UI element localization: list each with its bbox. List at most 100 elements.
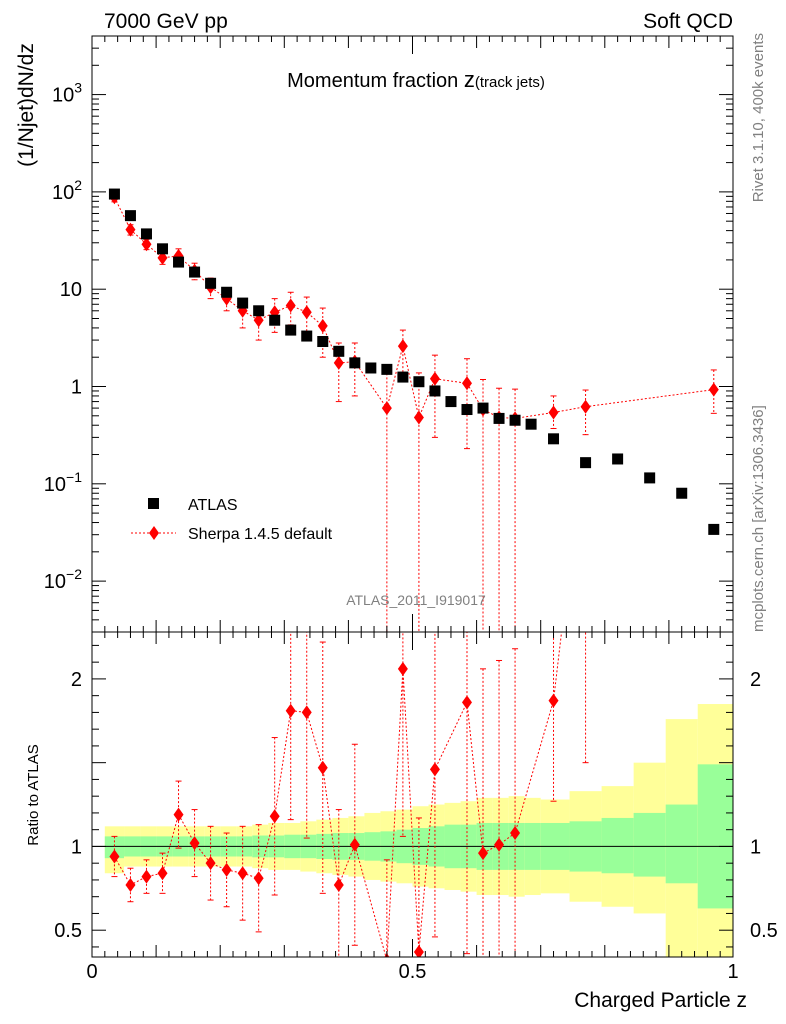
- atlas-point: [349, 357, 361, 369]
- ratio-point: [269, 809, 280, 824]
- ratio-y-tick-label-right: 2: [750, 669, 761, 691]
- atlas-point: [317, 336, 329, 348]
- atlas-point: [445, 396, 457, 408]
- analysis-tag: ATLAS_2011_I919017: [346, 592, 486, 608]
- atlas-point: [477, 402, 489, 414]
- uncertainty-band-green: [104, 836, 125, 859]
- atlas-point: [580, 457, 592, 469]
- ratio-point: [461, 695, 472, 710]
- ratio-point: [125, 877, 136, 892]
- ratio-y-tick-label: 2: [71, 669, 82, 691]
- ratio-point: [285, 703, 296, 718]
- y-tick-label: 10−2: [44, 566, 82, 593]
- atlas-point: [301, 330, 313, 342]
- atlas-point: [708, 523, 720, 535]
- process-label: Soft QCD: [643, 10, 733, 33]
- atlas-point: [205, 277, 217, 289]
- atlas-point: [644, 472, 656, 484]
- ratio-point: [205, 856, 216, 871]
- legend-sherpa-marker: [149, 526, 159, 540]
- ratio-point: [301, 705, 312, 720]
- sherpa-point: [173, 248, 184, 263]
- ratio-point: [397, 661, 408, 676]
- atlas-point: [612, 453, 624, 465]
- ratio-point: [494, 837, 505, 852]
- uncertainty-band-green: [665, 804, 698, 884]
- sherpa-point: [429, 371, 440, 386]
- sherpa-point: [301, 305, 312, 320]
- sherpa-point: [157, 250, 168, 265]
- atlas-point: [237, 297, 249, 309]
- sherpa-point: [413, 410, 424, 425]
- legend: ATLAS Sherpa 1.4.5 default: [131, 497, 333, 543]
- sherpa-point: [125, 222, 136, 237]
- ratio-y-tick-label: 1: [71, 836, 82, 858]
- sherpa-point: [708, 382, 719, 397]
- atlas-point: [429, 385, 441, 397]
- atlas-point: [333, 345, 345, 357]
- sherpa-point: [381, 401, 392, 416]
- sherpa-point: [333, 355, 344, 370]
- atlas-point: [124, 210, 136, 222]
- ratio-point: [173, 807, 184, 822]
- atlas-point: [365, 362, 377, 374]
- ratio-y-tick-label-right: 1: [750, 836, 761, 858]
- ratio-point: [429, 762, 440, 777]
- rivet-version-label: Rivet 3.1.10, 400k events: [750, 33, 767, 202]
- atlas-point: [189, 266, 201, 278]
- main-y-axis-label: (1/Njet)dN/dz: [15, 43, 38, 167]
- y-tick-label: 102: [52, 177, 82, 204]
- atlas-point: [157, 243, 169, 255]
- sherpa-point: [253, 313, 264, 328]
- x-axis-label: Charged Particle z: [574, 989, 747, 1012]
- sherpa-point: [141, 237, 152, 252]
- main-title: Momentum fraction z(track jets): [287, 67, 545, 92]
- atlas-point: [108, 188, 120, 200]
- ratio-y-tick-label-right: 0.5: [750, 920, 778, 942]
- ratio-point: [253, 871, 264, 886]
- ratio-panel: 2 21 10.5 0.50 0.5 1 Ratio to ATLAS Charged P…: [25, 631, 778, 1012]
- atlas-point: [548, 433, 560, 445]
- legend-atlas-label: ATLAS: [188, 497, 238, 514]
- x-tick-label: 1: [727, 961, 738, 983]
- sherpa-point: [580, 399, 591, 414]
- ratio-point: [317, 760, 328, 775]
- atlas-point: [509, 414, 521, 426]
- sherpa-point: [285, 298, 296, 313]
- y-tick-label: 10: [60, 279, 82, 301]
- uncertainty-band-green: [633, 812, 666, 877]
- atlas-point: [285, 324, 297, 336]
- ratio-y-axis-label: Ratio to ATLAS: [25, 744, 42, 845]
- beam-label: 7000 GeV pp: [104, 10, 228, 33]
- x-tick-label: 0.5: [399, 961, 427, 983]
- legend-atlas-marker: [148, 498, 159, 509]
- mcplots-label: mcplots.cern.ch [arXiv:1306.3436]: [750, 405, 767, 632]
- atlas-point: [676, 487, 688, 499]
- ratio-point: [109, 849, 120, 864]
- ratio-point: [141, 869, 152, 884]
- atlas-point: [269, 314, 281, 326]
- atlas-point: [253, 305, 265, 317]
- y-tick-label: 10−1: [44, 469, 82, 496]
- ratio-point: [221, 862, 232, 877]
- atlas-point: [493, 412, 505, 424]
- atlas-point: [397, 371, 409, 383]
- uncertainty-band-green: [601, 817, 634, 874]
- ratio-point: [413, 944, 424, 957]
- ratio-point: [510, 826, 521, 841]
- ratio-line: [113, 632, 563, 957]
- uncertainty-band-green: [697, 764, 733, 909]
- atlas-point: [461, 404, 473, 416]
- ratio-point: [333, 877, 344, 892]
- y-tick-label: 103: [52, 80, 82, 107]
- ratio-y-tick-label: 0.5: [54, 920, 82, 942]
- atlas-point: [413, 376, 425, 388]
- atlas-point: [381, 363, 393, 375]
- legend-sherpa-label: Sherpa 1.4.5 default: [188, 526, 333, 543]
- atlas-point: [173, 256, 185, 268]
- ratio-point: [189, 836, 200, 851]
- sherpa-point: [317, 318, 328, 333]
- ratio-point: [478, 846, 489, 861]
